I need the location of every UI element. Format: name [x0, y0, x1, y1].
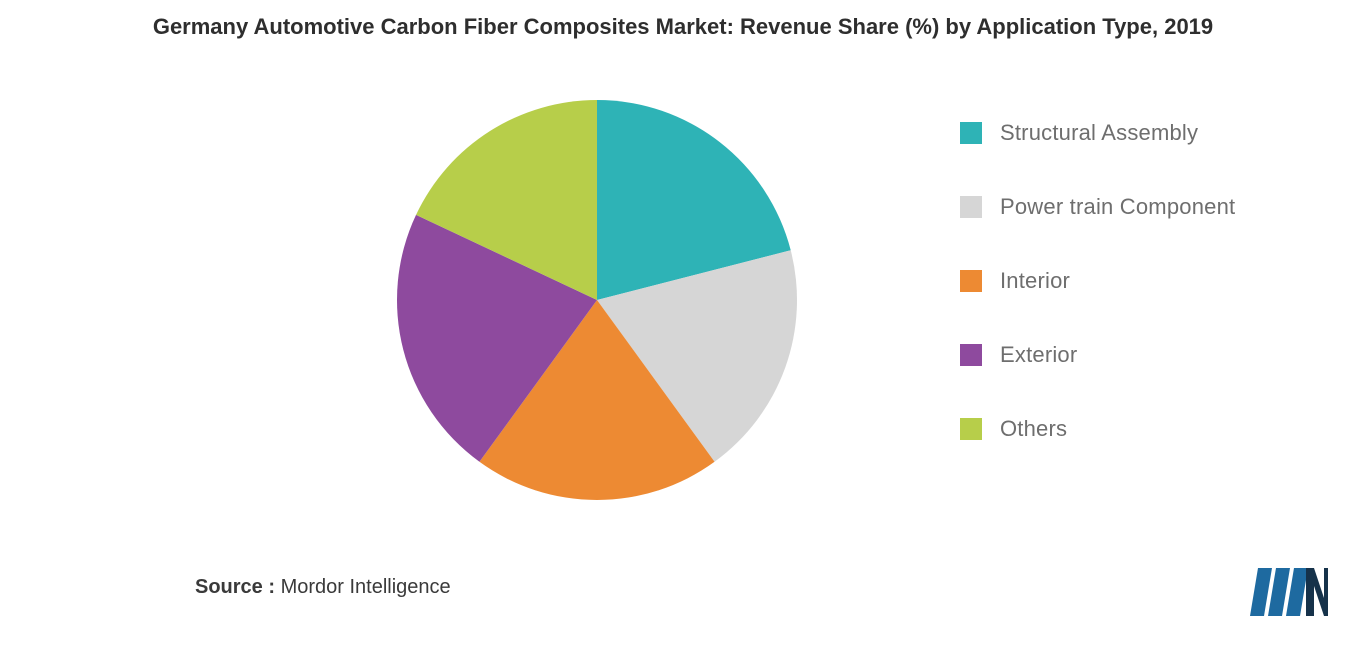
legend-swatch-0	[960, 122, 982, 144]
legend-swatch-1	[960, 196, 982, 218]
legend: Structural Assembly Power train Component…	[960, 120, 1235, 442]
legend-label-4: Others	[1000, 416, 1067, 442]
legend-label-0: Structural Assembly	[1000, 120, 1198, 146]
brand-logo	[1250, 568, 1328, 621]
legend-item-2: Interior	[960, 268, 1235, 294]
logo-bar-2	[1286, 568, 1308, 616]
logo-n-icon	[1306, 568, 1328, 616]
source-text: Mordor Intelligence	[275, 576, 451, 598]
legend-item-0: Structural Assembly	[960, 120, 1235, 146]
legend-item-3: Exterior	[960, 342, 1235, 368]
legend-item-1: Power train Component	[960, 194, 1235, 220]
source-line: Source : Mordor Intelligence	[195, 576, 451, 599]
chart-title: Germany Automotive Carbon Fiber Composit…	[0, 14, 1366, 40]
legend-swatch-2	[960, 270, 982, 292]
logo-bar-1	[1268, 568, 1290, 616]
legend-swatch-3	[960, 344, 982, 366]
pie-svg	[395, 98, 799, 502]
legend-swatch-4	[960, 418, 982, 440]
legend-label-1: Power train Component	[1000, 194, 1235, 220]
legend-label-3: Exterior	[1000, 342, 1077, 368]
logo-svg	[1250, 568, 1328, 616]
legend-label-2: Interior	[1000, 268, 1070, 294]
pie-chart	[395, 98, 799, 507]
source-label: Source :	[195, 576, 275, 598]
figure-container: Germany Automotive Carbon Fiber Composit…	[0, 0, 1366, 655]
legend-item-4: Others	[960, 416, 1235, 442]
logo-bar-0	[1250, 568, 1272, 616]
